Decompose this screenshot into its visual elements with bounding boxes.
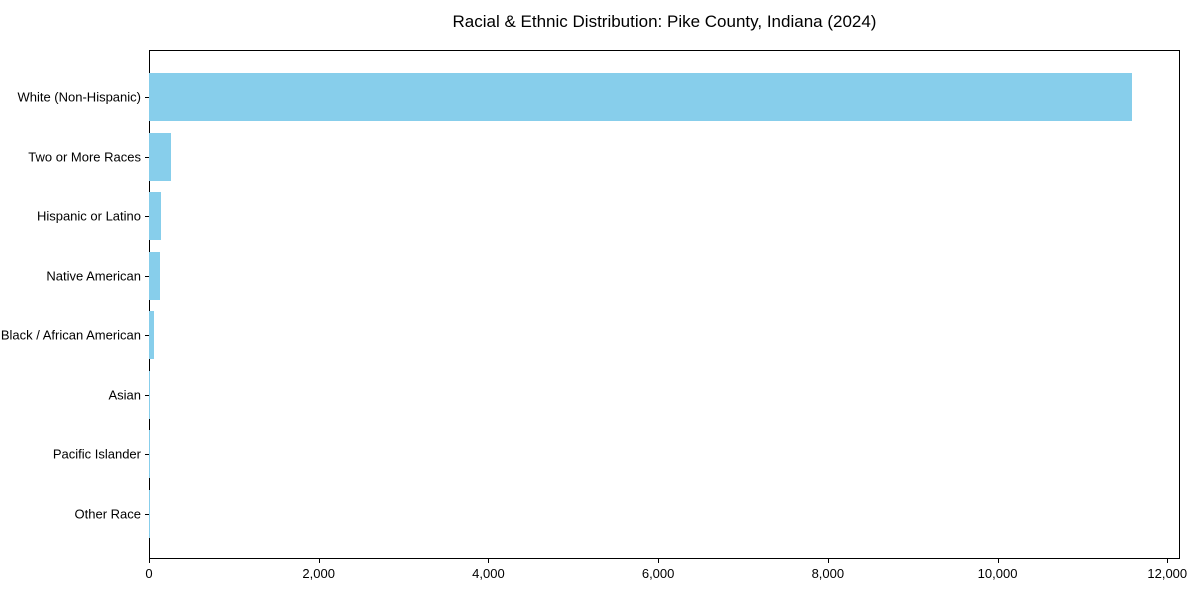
y-tick-mark [145,454,149,456]
bar-white-non-hispanic [149,73,1132,121]
bar-black-african-american [149,311,155,360]
y-tick-label-native-american: Native American [46,268,141,284]
x-tick-label-10000: 10,000 [977,566,1018,581]
bar-hispanic-or-latino [149,192,161,241]
plot-area [149,50,1180,559]
y-tick-label-white-non-hispanic: White (Non-Hispanic) [17,89,141,105]
y-tick-label-pacific-islander: Pacific Islander [52,446,141,462]
y-tick-label-other-race: Other Race [74,506,141,522]
chart-title: Racial & Ethnic Distribution: Pike Count… [452,12,877,31]
y-tick-mark [145,513,149,515]
x-tick-mark [149,559,150,563]
y-tick-label-hispanic-or-latino: Hispanic or Latino [36,208,141,224]
x-tick-label-0: 0 [145,566,153,581]
x-tick-label-4000: 4,000 [472,566,505,581]
y-tick-mark [145,216,149,218]
bar-two-or-more-races [149,132,172,181]
x-tick-mark [488,559,490,563]
x-tick-label-2000: 2,000 [302,566,335,581]
bar-native-american [149,251,160,300]
y-tick-label-asian: Asian [108,387,141,403]
x-tick-label-6000: 6,000 [641,566,675,581]
x-tick-label-12000: 12,000 [1147,566,1188,581]
x-tick-mark [827,559,829,563]
x-tick-mark [318,559,320,563]
x-tick-mark [997,559,999,563]
y-tick-label-two-or-more-races: Two or More Races [28,149,141,165]
y-tick-mark [145,275,149,277]
y-tick-mark [145,156,149,158]
x-tick-label-8000: 8,000 [811,566,845,581]
y-tick-mark [145,335,149,337]
y-tick-label-black-african-american: Black / African American [0,327,141,343]
x-tick-mark [1167,559,1169,563]
y-tick-mark [145,394,149,396]
y-tick-mark [145,97,149,98]
x-tick-mark [658,559,660,563]
